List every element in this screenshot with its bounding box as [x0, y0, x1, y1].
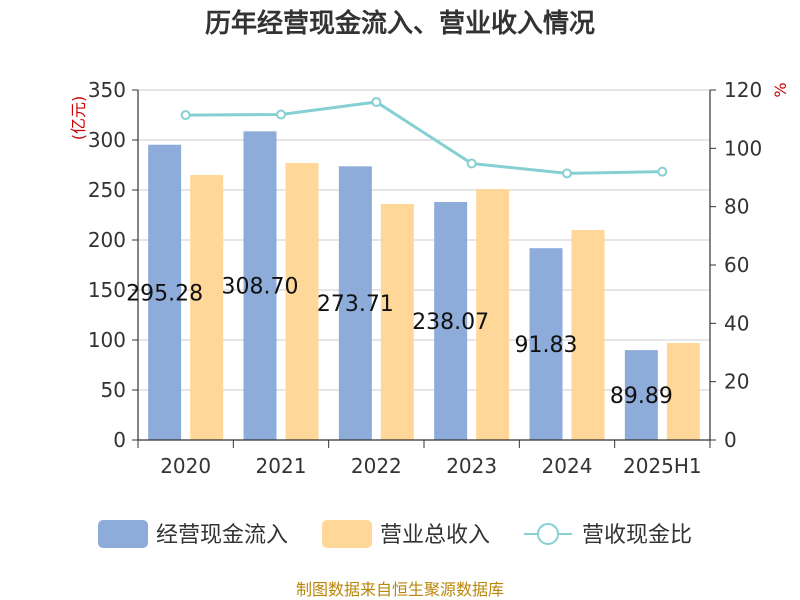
x-tick-label: 2021	[256, 454, 307, 478]
right-tick-label: 120	[724, 78, 762, 102]
data-label-cash: 295.28	[126, 281, 203, 306]
legend-label: 营业总收入	[380, 523, 490, 548]
data-label-cash: 273.71	[317, 292, 394, 317]
right-tick-label: 60	[724, 253, 749, 277]
bar-cash-inflow	[624, 350, 658, 440]
x-tick-label: 2024	[542, 454, 593, 478]
x-tick-label: 2023	[446, 454, 497, 478]
legend-line-marker	[537, 523, 559, 545]
data-label-cash: 89.89	[610, 384, 673, 409]
bar-cash-inflow	[529, 248, 563, 440]
legend-swatch	[322, 520, 372, 548]
left-tick-label: 350	[88, 78, 126, 102]
axes: 0 50 100 150 200 250 300 350 0 20 40 60 80 100 120 2020…	[88, 78, 762, 478]
grid-lines	[138, 89, 710, 391]
ratio-line	[180, 96, 668, 179]
source-note: 制图数据来自恒生聚源数据库	[296, 580, 504, 599]
right-tick-label: 0	[724, 428, 737, 452]
bars	[148, 131, 700, 441]
right-tick-label: 40	[724, 311, 749, 335]
chart-title: 历年经营现金流入、营业收入情况	[205, 8, 595, 39]
bar-revenue	[571, 230, 605, 440]
left-tick-label: 200	[88, 228, 126, 252]
left-tick-label: 300	[88, 128, 126, 152]
bar-revenue	[476, 189, 510, 440]
ratio-point	[466, 158, 477, 169]
legend: 经营现金流入 营业总收入 营收现金比	[98, 520, 692, 548]
bar-revenue	[285, 163, 319, 440]
ratio-line-path	[185, 100, 663, 175]
bar-cash-inflow	[434, 201, 468, 440]
x-tick-label: 2025H1	[623, 454, 702, 478]
bar-cash-inflow	[148, 144, 182, 440]
right-tick-label: 100	[724, 136, 762, 160]
data-label-cash: 308.70	[222, 275, 299, 300]
bar-revenue	[666, 343, 700, 440]
x-tick-label: 2020	[160, 454, 211, 478]
left-tick-label: 50	[101, 378, 126, 402]
x-tick-label: 2022	[351, 454, 402, 478]
bar-cash-inflow	[243, 131, 277, 441]
left-tick-label: 0	[113, 428, 126, 452]
bar-cash-inflow	[338, 166, 372, 441]
right-tick-label: 80	[724, 195, 749, 219]
left-tick-label: 250	[88, 178, 126, 202]
bar-revenue	[380, 204, 414, 440]
ratio-point	[657, 166, 668, 177]
right-tick-label: 20	[724, 370, 749, 394]
bar-revenue	[190, 175, 224, 440]
data-label-cash: 238.07	[412, 310, 489, 335]
data-label-cash: 91.83	[515, 333, 578, 358]
ratio-point	[180, 110, 191, 121]
ratio-point	[371, 96, 382, 107]
ratio-point	[562, 168, 572, 179]
right-axis-unit: %	[771, 82, 790, 97]
left-axis-unit: (亿元)	[69, 96, 88, 141]
legend-swatch	[98, 520, 148, 548]
left-tick-label: 150	[88, 278, 126, 302]
data-labels: 295.28 308.70 273.71 238.07 91.83 89.89	[126, 275, 673, 409]
legend-label: 经营现金流入	[156, 523, 288, 548]
ratio-point	[276, 109, 286, 120]
left-tick-label: 100	[88, 328, 126, 352]
legend-label: 营收现金比	[582, 523, 692, 548]
